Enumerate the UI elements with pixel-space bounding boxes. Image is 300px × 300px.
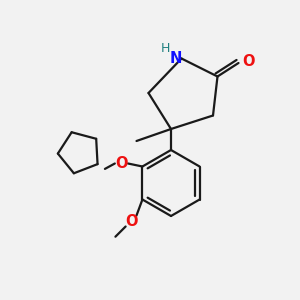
Text: O: O: [115, 156, 128, 171]
Text: O: O: [125, 214, 137, 229]
Text: H: H: [161, 42, 171, 56]
Text: N: N: [170, 51, 182, 66]
Text: O: O: [242, 54, 254, 69]
